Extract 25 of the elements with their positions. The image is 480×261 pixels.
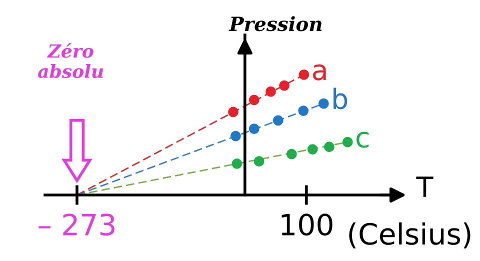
point [266,86,276,97]
x-axis-title: T [416,176,434,197]
text: (Celsius) [349,222,470,248]
point [298,70,310,80]
point [307,144,318,154]
point [298,106,309,116]
y-axis-title: Pression [228,16,322,32]
point [230,130,241,142]
point [286,148,297,160]
point [232,158,242,169]
x-tick-label: 100 [282,214,332,236]
series-label: c [356,132,369,148]
series-label: b [334,88,348,110]
point [272,115,284,126]
annotation: Zéro absolu [38,43,104,78]
point [279,80,290,91]
point [248,94,260,106]
point [318,98,329,109]
point [324,142,334,152]
point [228,106,238,118]
point [248,124,260,134]
x-tick-label: – 273 [38,214,114,236]
point [342,136,353,148]
point [254,156,264,167]
series-label: a [313,64,326,80]
